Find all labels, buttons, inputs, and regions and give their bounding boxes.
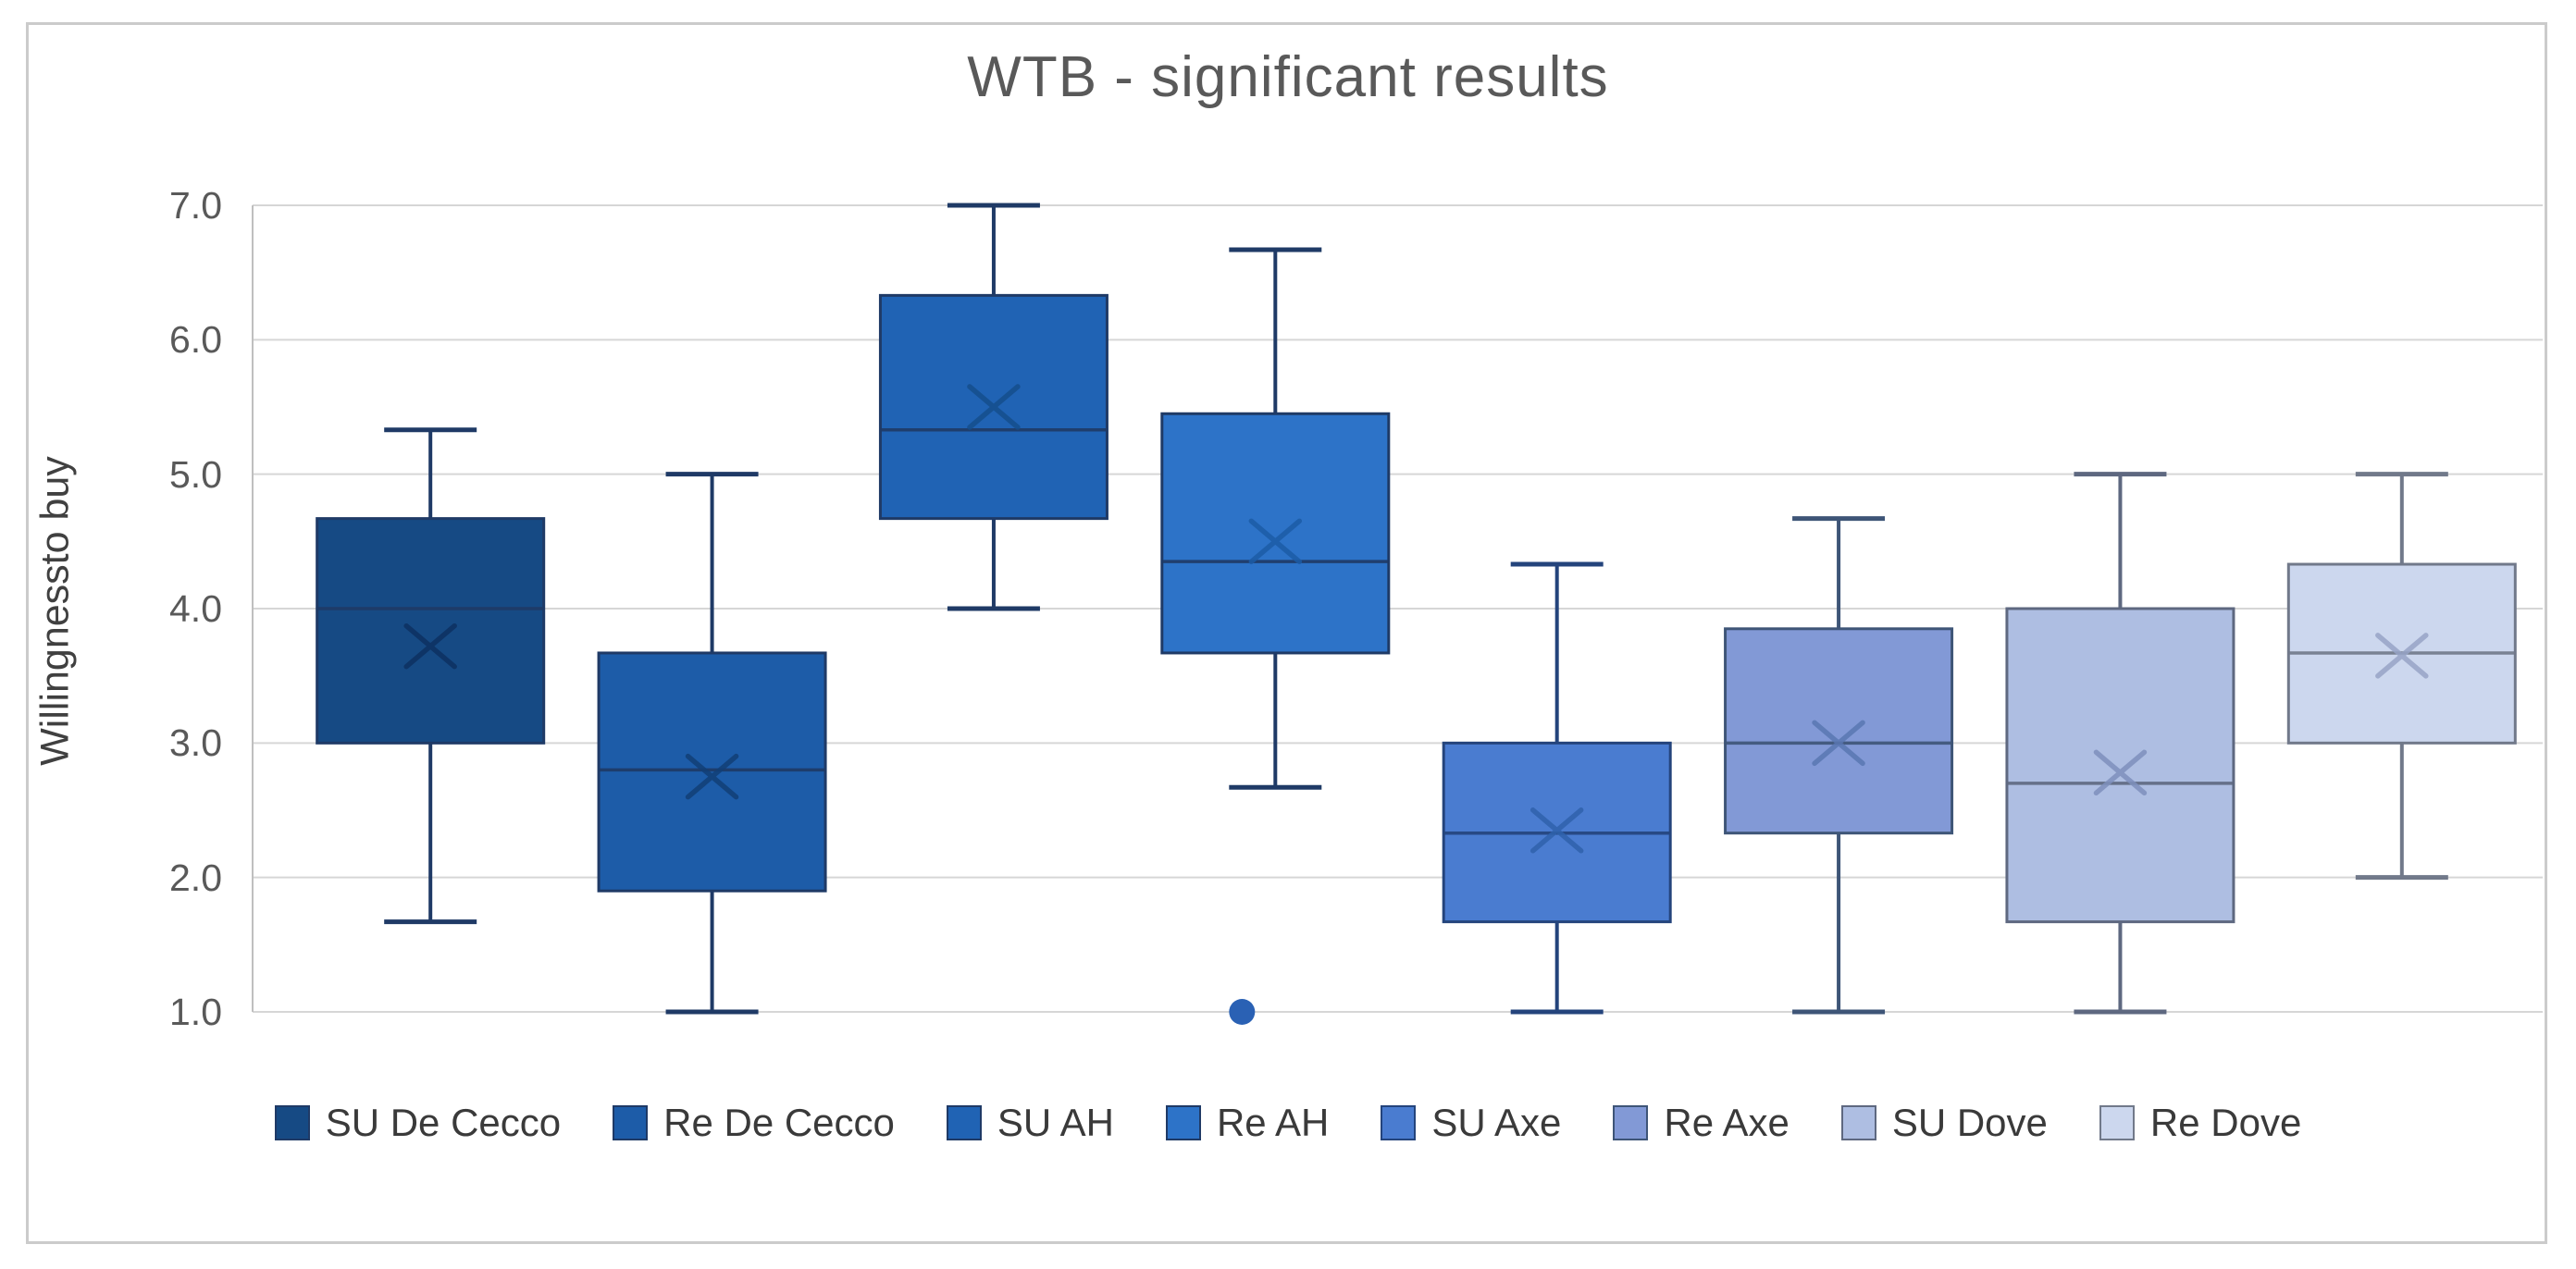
y-tick-label: 4.0: [169, 587, 222, 630]
y-tick-label: 5.0: [169, 452, 222, 496]
box-re-ah[interactable]: [1160, 247, 1391, 1025]
mean-marker: [403, 622, 457, 670]
box-re-axe[interactable]: [1724, 516, 1954, 1015]
mean-marker: [2375, 633, 2429, 679]
y-tick-label: 3.0: [169, 721, 222, 765]
iqr-box[interactable]: [597, 651, 827, 893]
mean-marker: [2093, 749, 2148, 796]
legend-swatch-icon: [274, 1105, 310, 1140]
legend-label: Re De Cecco: [663, 1101, 895, 1144]
legend-swatch-icon: [1165, 1105, 1201, 1140]
mean-marker: [967, 384, 1021, 430]
mean-marker: [1530, 807, 1584, 854]
box-re-dove[interactable]: [2286, 472, 2517, 881]
legend-swatch-icon: [613, 1105, 649, 1140]
legend-swatch-icon: [1840, 1105, 1876, 1140]
legend-item-su-de-cecco[interactable]: SU De Cecco: [274, 1101, 562, 1145]
legend-swatch-icon: [1381, 1105, 1417, 1140]
y-tick-label: 1.0: [169, 991, 222, 1033]
legend-swatch-icon: [2099, 1105, 2135, 1140]
iqr-box[interactable]: [1160, 412, 1391, 655]
y-tick-label: 2.0: [169, 856, 222, 899]
legend: SU De Cecco Re De Cecco SU AH Re AH SU Axe Re…: [0, 1099, 2576, 1147]
iqr-box[interactable]: [316, 517, 546, 745]
mean-marker: [685, 753, 739, 800]
box-su-dove[interactable]: [2005, 472, 2235, 1015]
chart-title: WTB - significant results: [967, 45, 1609, 109]
legend-label: Re AH: [1216, 1101, 1330, 1144]
legend-item-re-dove[interactable]: Re Dove: [2099, 1101, 2301, 1145]
legend-item-su-axe[interactable]: SU Axe: [1381, 1101, 1561, 1145]
mean-marker: [1248, 518, 1303, 565]
legend-item-re-de-cecco[interactable]: Re De Cecco: [613, 1101, 895, 1145]
iqr-box[interactable]: [2005, 607, 2235, 924]
box-su-ah[interactable]: [878, 203, 1108, 611]
box-su-axe[interactable]: [1442, 561, 1672, 1015]
box-re-de-cecco[interactable]: [597, 472, 827, 1015]
legend-item-re-axe[interactable]: Re Axe: [1613, 1101, 1790, 1145]
iqr-box[interactable]: [1724, 627, 1954, 835]
legend-label: SU Dove: [1891, 1101, 2048, 1144]
legend-swatch-icon: [1613, 1105, 1649, 1140]
legend-item-re-ah[interactable]: Re AH: [1165, 1101, 1330, 1145]
legend-label: SU AH: [997, 1101, 1114, 1144]
legend-label: SU Axe: [1431, 1101, 1562, 1144]
legend-label: Re Dove: [2149, 1101, 2302, 1144]
y-tick-label: 7.0: [169, 184, 222, 227]
mean-marker: [1812, 720, 1865, 767]
y-tick-label: 6.0: [169, 318, 222, 362]
outlier-point: [1229, 999, 1256, 1025]
legend-label: Re Axe: [1664, 1101, 1790, 1144]
legend-label: SU De Cecco: [325, 1101, 562, 1144]
legend-swatch-icon: [946, 1105, 982, 1140]
legend-item-su-dove[interactable]: SU Dove: [1840, 1101, 2048, 1145]
legend-item-su-ah[interactable]: SU AH: [946, 1101, 1114, 1145]
box-su-de-cecco[interactable]: [316, 427, 546, 925]
